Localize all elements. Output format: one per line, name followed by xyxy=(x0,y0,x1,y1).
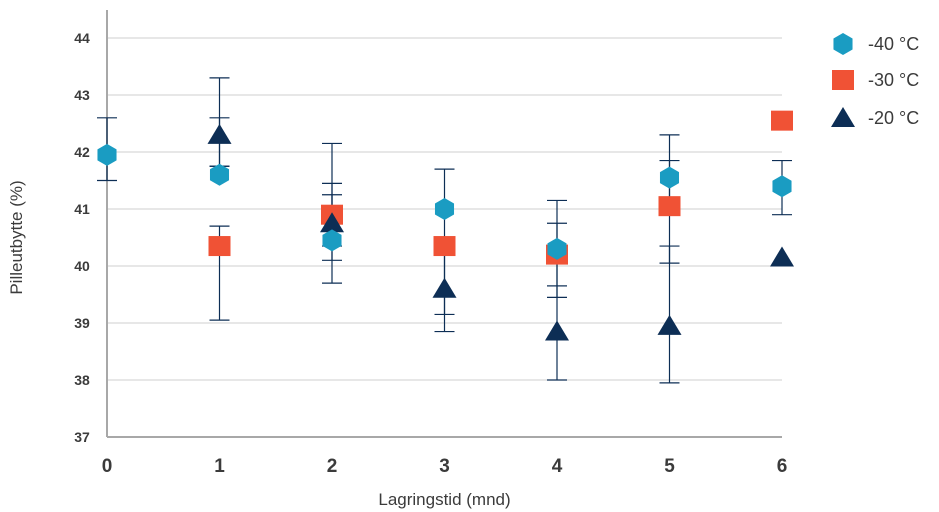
data-point-square xyxy=(658,196,681,217)
axes xyxy=(106,10,782,438)
data-point-triangle xyxy=(657,314,682,335)
tick-labels: 37 38 39 40 41 42 43 44 0 1 2 3 4 5 6 xyxy=(74,30,787,477)
y-tick-label: 38 xyxy=(74,372,90,388)
legend-label: -30 °C xyxy=(868,70,919,90)
y-tick-label: 42 xyxy=(74,144,90,160)
data-point-triangle xyxy=(432,277,457,298)
legend-label: -20 °C xyxy=(868,108,919,128)
x-tick-label: 4 xyxy=(552,456,563,477)
data-point-hexagon xyxy=(322,229,342,252)
x-tick-label: 3 xyxy=(439,456,450,477)
x-tick-label: 2 xyxy=(327,456,338,477)
data-point-triangle xyxy=(320,212,344,233)
y-tick-label: 39 xyxy=(74,315,90,331)
legend-label: -40 °C xyxy=(868,34,919,54)
y-tick-label: 40 xyxy=(74,258,90,274)
data-point-triangle xyxy=(545,320,569,341)
data-point-hexagon xyxy=(547,237,567,260)
data-point-square xyxy=(208,236,231,257)
legend-marker-triangle xyxy=(831,107,855,127)
legend-item: -30 °C xyxy=(832,70,919,90)
x-tick-label: 0 xyxy=(102,456,113,477)
data-point-square xyxy=(771,110,793,131)
legend-item: -40 °C xyxy=(833,33,919,55)
data-point-hexagon xyxy=(772,175,792,198)
legend-marker-square xyxy=(832,70,854,90)
y-tick-label: 37 xyxy=(74,429,90,445)
y-tick-label: 44 xyxy=(74,30,90,46)
x-tick-label: 1 xyxy=(214,456,225,477)
error-bar xyxy=(659,245,680,384)
data-point-hexagon xyxy=(434,198,455,220)
data-point-hexagon xyxy=(659,166,680,189)
data-markers xyxy=(97,110,794,341)
error-bars xyxy=(97,77,792,384)
y-tick-label: 43 xyxy=(74,87,90,103)
y-axis-title: Pilleutbytte (%) xyxy=(7,180,26,294)
x-tick-label: 5 xyxy=(664,456,675,477)
x-tick-label: 6 xyxy=(777,456,788,477)
data-point-triangle xyxy=(770,246,794,267)
legend-marker-hexagon xyxy=(833,33,853,55)
y-tick-label: 41 xyxy=(74,201,90,217)
data-point-triangle xyxy=(207,123,232,144)
data-point-square xyxy=(433,236,456,257)
data-point-hexagon xyxy=(97,143,117,166)
legend-item: -20 °C xyxy=(831,107,919,128)
data-point-hexagon xyxy=(209,163,230,186)
x-axis-title: Lagringstid (mnd) xyxy=(378,490,510,509)
legend: -40 °C -30 °C -20 °C xyxy=(831,33,919,128)
error-bar xyxy=(209,77,230,167)
